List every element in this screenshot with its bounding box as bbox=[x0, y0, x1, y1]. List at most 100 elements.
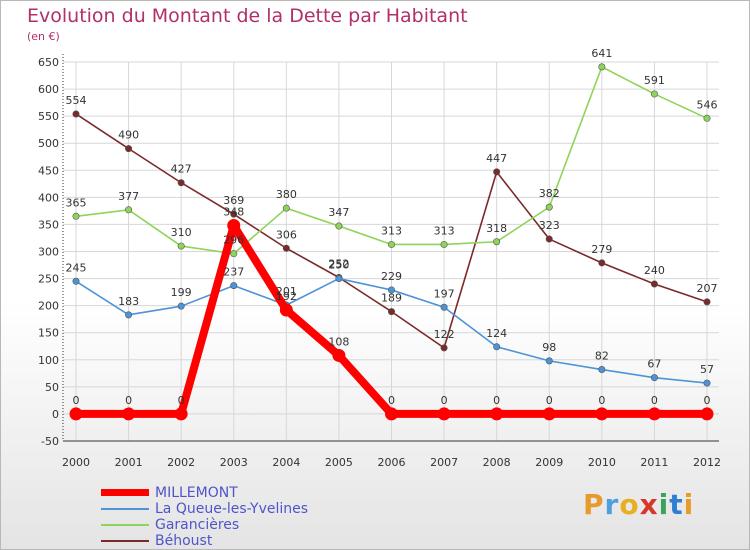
data-label: 122 bbox=[434, 328, 455, 341]
data-point bbox=[647, 407, 661, 421]
y-tick-label: 600 bbox=[38, 83, 59, 96]
data-label: 0 bbox=[546, 394, 553, 407]
data-label: 296 bbox=[223, 234, 244, 247]
data-point bbox=[598, 259, 606, 267]
data-point bbox=[545, 357, 553, 365]
x-tick-label: 2009 bbox=[535, 456, 563, 469]
data-label: 108 bbox=[328, 335, 349, 348]
data-label: 199 bbox=[171, 286, 192, 299]
data-label: 306 bbox=[276, 228, 297, 241]
data-point bbox=[493, 343, 501, 351]
x-tick-label: 2001 bbox=[115, 456, 143, 469]
data-label: 240 bbox=[644, 264, 665, 277]
data-label: 0 bbox=[125, 394, 132, 407]
data-point bbox=[72, 212, 80, 220]
logo-letter: r bbox=[604, 488, 620, 521]
data-label: 318 bbox=[486, 222, 507, 235]
data-point bbox=[703, 379, 711, 387]
x-tick-label: 2004 bbox=[272, 456, 300, 469]
data-label: 201 bbox=[276, 285, 297, 298]
x-tick-label: 2003 bbox=[220, 456, 248, 469]
data-label: 0 bbox=[388, 394, 395, 407]
data-point bbox=[542, 407, 556, 421]
data-point bbox=[282, 244, 290, 252]
data-point bbox=[437, 407, 451, 421]
y-tick-label: 200 bbox=[38, 300, 59, 313]
data-point bbox=[493, 168, 501, 176]
y-tick-label: 250 bbox=[38, 273, 59, 286]
data-label: 554 bbox=[66, 94, 87, 107]
y-tick-label: 150 bbox=[38, 327, 59, 340]
data-point bbox=[332, 348, 346, 362]
data-label: 0 bbox=[598, 394, 605, 407]
data-label: 490 bbox=[118, 129, 139, 142]
legend-label-millemont: MILLEMONT bbox=[155, 485, 238, 501]
data-point bbox=[387, 240, 395, 248]
data-label: 98 bbox=[542, 341, 556, 354]
data-label: 0 bbox=[704, 394, 711, 407]
y-tick-label: 100 bbox=[38, 354, 59, 367]
data-point bbox=[122, 407, 136, 421]
legend-swatch-behoust bbox=[101, 540, 149, 542]
x-tick-label: 2000 bbox=[62, 456, 90, 469]
data-point bbox=[493, 238, 501, 246]
data-point bbox=[230, 282, 238, 290]
legend-label-garancieres: Garancières bbox=[155, 517, 240, 533]
data-point bbox=[174, 407, 188, 421]
x-tick-label: 2012 bbox=[693, 456, 721, 469]
data-point bbox=[69, 407, 83, 421]
legend-swatch-millemont bbox=[101, 489, 149, 496]
data-label: 323 bbox=[539, 219, 560, 232]
legend-swatch-la-queue bbox=[101, 508, 149, 510]
data-label: 67 bbox=[647, 358, 661, 371]
logo-letter: P bbox=[583, 488, 605, 521]
x-tick-label: 2005 bbox=[325, 456, 353, 469]
y-tick-label: 550 bbox=[38, 110, 59, 123]
data-point bbox=[230, 250, 238, 258]
data-label: 57 bbox=[700, 363, 714, 376]
data-point bbox=[440, 240, 448, 248]
legend-label-la-queue: La Queue-les-Yvelines bbox=[155, 501, 309, 517]
data-point bbox=[598, 63, 606, 71]
data-label: 197 bbox=[434, 287, 455, 300]
data-label: 369 bbox=[223, 194, 244, 207]
data-label: 0 bbox=[441, 394, 448, 407]
data-label: 591 bbox=[644, 74, 665, 87]
data-point bbox=[72, 110, 80, 118]
data-point bbox=[650, 374, 658, 382]
data-point bbox=[385, 407, 398, 421]
data-point bbox=[125, 206, 133, 214]
data-point bbox=[703, 114, 711, 122]
x-tick-label: 2011 bbox=[640, 456, 668, 469]
data-label: 279 bbox=[591, 243, 612, 256]
logo-letter: x bbox=[639, 488, 659, 521]
data-label: 0 bbox=[651, 394, 658, 407]
data-point bbox=[230, 210, 238, 218]
unit-label: (en €) bbox=[27, 30, 60, 43]
data-point bbox=[177, 302, 185, 310]
data-point bbox=[335, 275, 343, 283]
data-label: 380 bbox=[276, 188, 297, 201]
data-point bbox=[598, 366, 606, 374]
legend-label-behoust: Béhoust bbox=[155, 533, 213, 549]
data-label: 348 bbox=[223, 206, 244, 219]
logo-letter: i bbox=[658, 488, 670, 521]
y-tick-label: 300 bbox=[38, 246, 59, 259]
x-tick-label: 2008 bbox=[483, 456, 511, 469]
data-point bbox=[227, 219, 241, 233]
data-point bbox=[125, 145, 133, 153]
data-point bbox=[440, 303, 448, 311]
data-label: 189 bbox=[381, 292, 402, 305]
data-point bbox=[545, 203, 553, 211]
logo-letter: i bbox=[683, 488, 695, 521]
x-tick-label: 2010 bbox=[588, 456, 616, 469]
data-label: 183 bbox=[118, 295, 139, 308]
data-label: 365 bbox=[66, 196, 87, 209]
data-label: 124 bbox=[486, 327, 507, 340]
data-point bbox=[177, 179, 185, 187]
data-point bbox=[387, 286, 395, 294]
y-tick-label: 450 bbox=[38, 164, 59, 177]
data-label: 447 bbox=[486, 152, 507, 165]
y-tick-label: 0 bbox=[52, 408, 59, 421]
y-tick-label: 350 bbox=[38, 218, 59, 231]
